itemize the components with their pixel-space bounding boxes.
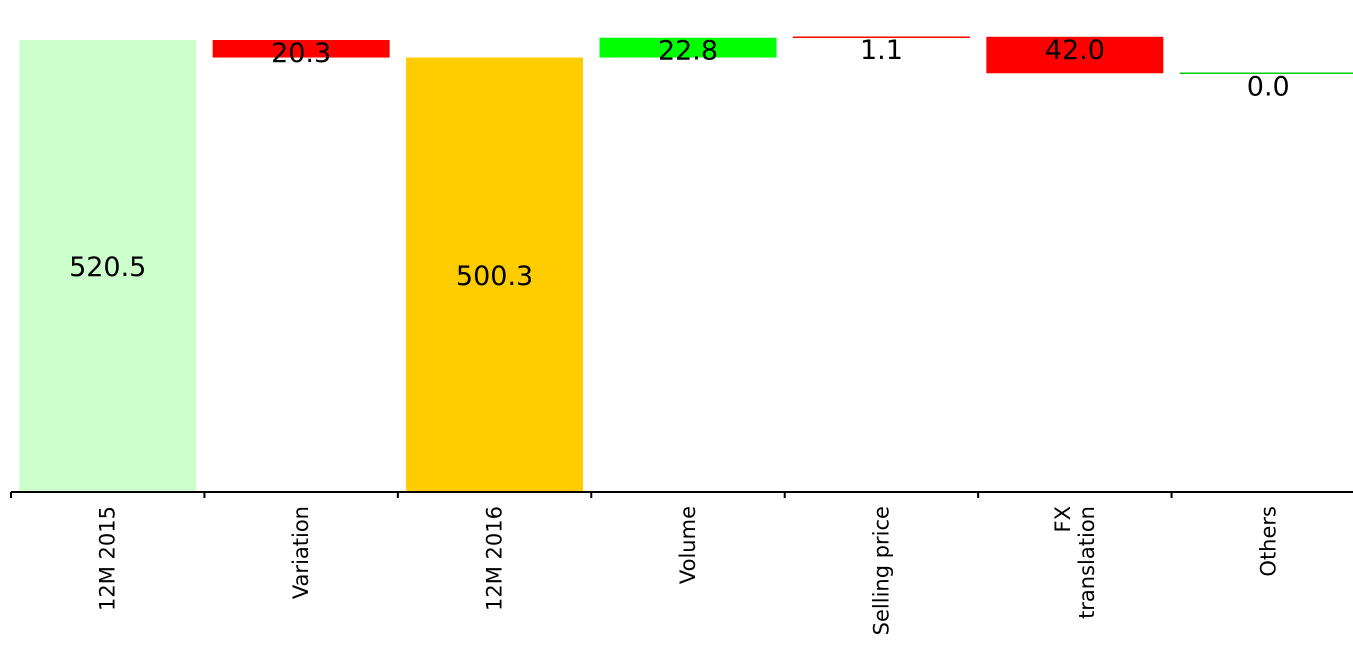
value-label-selling-price: 1.1 bbox=[860, 35, 903, 66]
bar-fx-translation bbox=[986, 36, 1164, 74]
category-label-selling-price: Selling price bbox=[869, 506, 893, 635]
bars-layer bbox=[19, 36, 1353, 492]
value-label-12m-2016: 500.3 bbox=[456, 261, 533, 292]
category-label-fx-translation: FXtranslation bbox=[1051, 506, 1099, 619]
value-labels-layer: 520.5 20.3 500.3 22.8 1.1 42.0 0.0 bbox=[69, 35, 1290, 292]
category-label-volume: Volume bbox=[676, 506, 700, 584]
value-label-fx-translation: 42.0 bbox=[1045, 35, 1105, 66]
category-label-others: Others bbox=[1256, 506, 1280, 577]
value-label-variation: 20.3 bbox=[271, 38, 331, 69]
value-label-12m-2015: 520.5 bbox=[69, 252, 146, 283]
category-label-12m-2016: 12M 2016 bbox=[483, 506, 507, 611]
category-label-12m-2015: 12M 2015 bbox=[96, 506, 120, 611]
x-axis bbox=[10, 491, 1353, 498]
bar-volume bbox=[599, 37, 777, 58]
bar-12m-2015 bbox=[19, 40, 197, 492]
category-labels-layer: 12M 2015 Variation 12M 2016 Volume Selling p… bbox=[96, 506, 1281, 635]
value-label-volume: 22.8 bbox=[658, 36, 718, 67]
value-label-others: 0.0 bbox=[1247, 71, 1290, 102]
bar-variation bbox=[212, 40, 390, 58]
bar-12m-2016 bbox=[406, 57, 584, 492]
category-label-variation: Variation bbox=[289, 506, 313, 599]
